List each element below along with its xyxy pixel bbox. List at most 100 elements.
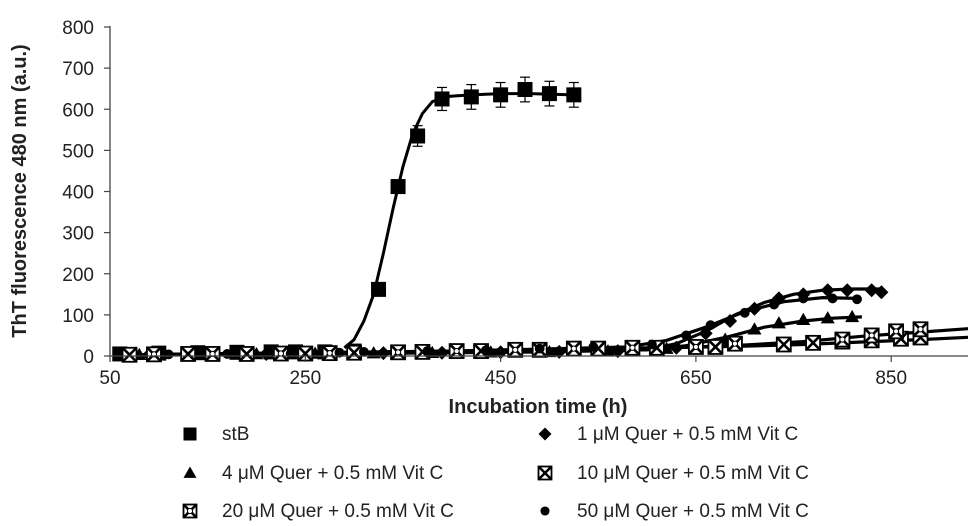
y-ticks: 0 100 200 300 400 500 600 700 800 — [62, 18, 110, 368]
legend-marker-circle — [540, 506, 550, 516]
legend-label: 1 μM Quer + 0.5 mM Vit C — [577, 424, 798, 445]
y-tick-label: 300 — [62, 224, 94, 245]
y-tick-label: 0 — [83, 347, 94, 368]
data-point-diamond — [610, 344, 625, 359]
data-point-circle — [769, 299, 779, 310]
data-point-square — [390, 179, 406, 195]
legend-marker-square-x — [537, 465, 553, 481]
x-tick-label: 850 — [875, 368, 907, 389]
legend-label: 10 μM Quer + 0.5 mM Vit C — [577, 463, 809, 484]
data-point-square-x — [238, 346, 255, 362]
data-point-square-x-dot — [912, 321, 929, 338]
data-point-square — [517, 82, 533, 98]
data-point-circle — [588, 342, 599, 352]
data-point-circle — [705, 320, 716, 331]
data-point-diamond — [723, 314, 738, 329]
data-point-diamond — [864, 283, 879, 298]
data-point-triangle — [771, 316, 786, 329]
legend-item: stB — [183, 424, 249, 445]
data-point-circle — [739, 307, 750, 318]
plot-area — [112, 76, 968, 363]
data-point-circle — [285, 348, 296, 359]
data-point-square-x-dot — [146, 346, 162, 363]
data-point-diamond — [698, 326, 713, 341]
data-point-square-x-dot — [863, 327, 880, 344]
legend-marker-square-x-dot — [182, 503, 198, 519]
data-point-square — [463, 89, 479, 105]
data-point-square-x-dot — [727, 335, 743, 352]
data-point-square-x — [775, 336, 792, 353]
legend-item: 4 μM Quer + 0.5 mM Vit C — [183, 463, 443, 484]
data-point-square-x-dot — [204, 346, 221, 362]
data-point-square-x-dot — [624, 339, 641, 356]
axes: 0 100 200 300 400 500 600 700 800 50 250 450 650 850 — [62, 18, 968, 389]
data-points — [112, 82, 929, 363]
data-point-square-x-dot — [507, 341, 524, 358]
data-point-square — [493, 87, 509, 103]
data-point-circle — [334, 347, 345, 358]
x-tick-label: 50 — [99, 368, 120, 389]
legend-label: 50 μM Quer + 0.5 mM Vit C — [577, 501, 809, 522]
data-point-square-x-dot — [834, 331, 851, 348]
data-point-square — [566, 87, 582, 103]
legend-item: 50 μM Quer + 0.5 mM Vit C — [540, 501, 809, 522]
data-point-square — [371, 281, 387, 297]
x-tick-label: 650 — [680, 368, 712, 389]
data-point-diamond — [840, 283, 855, 298]
data-point-triangle — [820, 311, 835, 324]
data-point-circle — [647, 339, 657, 350]
data-point-square-x-dot — [565, 340, 582, 357]
data-point-square — [410, 128, 426, 144]
y-tick-label: 100 — [62, 306, 94, 327]
legend-marker-diamond — [538, 427, 552, 441]
data-point-diamond — [820, 283, 835, 298]
data-point-circle — [222, 349, 233, 359]
data-point-square — [541, 86, 557, 102]
x-tick-label: 250 — [289, 368, 321, 389]
legend-marker-square — [183, 427, 197, 441]
legend-label: 4 μM Quer + 0.5 mM Vit C — [222, 463, 443, 484]
legend-item: 1 μM Quer + 0.5 mM Vit C — [538, 424, 798, 445]
data-point-circle — [798, 293, 809, 304]
data-point-circle — [163, 349, 174, 360]
data-point-circle — [827, 293, 838, 304]
data-point-circle — [481, 345, 491, 356]
data-point-circle — [422, 346, 433, 356]
y-tick-label: 400 — [62, 183, 94, 204]
data-point-square-x — [121, 346, 138, 363]
data-point-square-x — [346, 344, 363, 361]
x-ticks: 50 250 450 650 850 — [99, 356, 907, 389]
data-point-square-x — [707, 339, 724, 355]
data-point-circle — [681, 330, 692, 341]
x-tick-label: 450 — [485, 368, 517, 389]
data-point-square-x-dot — [888, 323, 905, 340]
data-point-triangle — [366, 346, 381, 359]
y-axis-title: ThT fluorescence 480 nm (a.u.) — [9, 44, 31, 337]
data-point-diamond — [874, 285, 889, 300]
y-tick-label: 800 — [62, 18, 94, 39]
data-point-square-x-dot — [687, 339, 704, 355]
fit-curves — [129, 92, 968, 357]
data-point-circle — [358, 346, 369, 357]
legend-label: 20 μM Quer + 0.5 mM Vit C — [222, 501, 454, 522]
data-point-diamond — [747, 301, 762, 316]
data-point-square-x — [805, 334, 821, 351]
data-point-square-x — [180, 346, 197, 362]
data-point-square-x-dot — [390, 344, 406, 361]
data-point-diamond — [259, 346, 274, 361]
fit-curve-1 — [343, 92, 574, 349]
data-point-triangle — [845, 309, 860, 323]
y-tick-label: 600 — [62, 100, 94, 121]
y-tick-label: 700 — [62, 59, 94, 80]
y-tick-label: 500 — [62, 141, 94, 162]
data-point-square — [434, 91, 450, 107]
data-point-diamond — [669, 340, 684, 355]
data-point-triangle — [747, 322, 762, 335]
data-point-circle — [534, 343, 545, 354]
x-axis-title: Incubation time (h) — [449, 396, 628, 418]
legend-item: 10 μM Quer + 0.5 mM Vit C — [537, 463, 809, 484]
legend-marker-triangle — [183, 466, 197, 478]
legend-label: stB — [222, 424, 249, 445]
y-tick-label: 200 — [62, 265, 94, 286]
